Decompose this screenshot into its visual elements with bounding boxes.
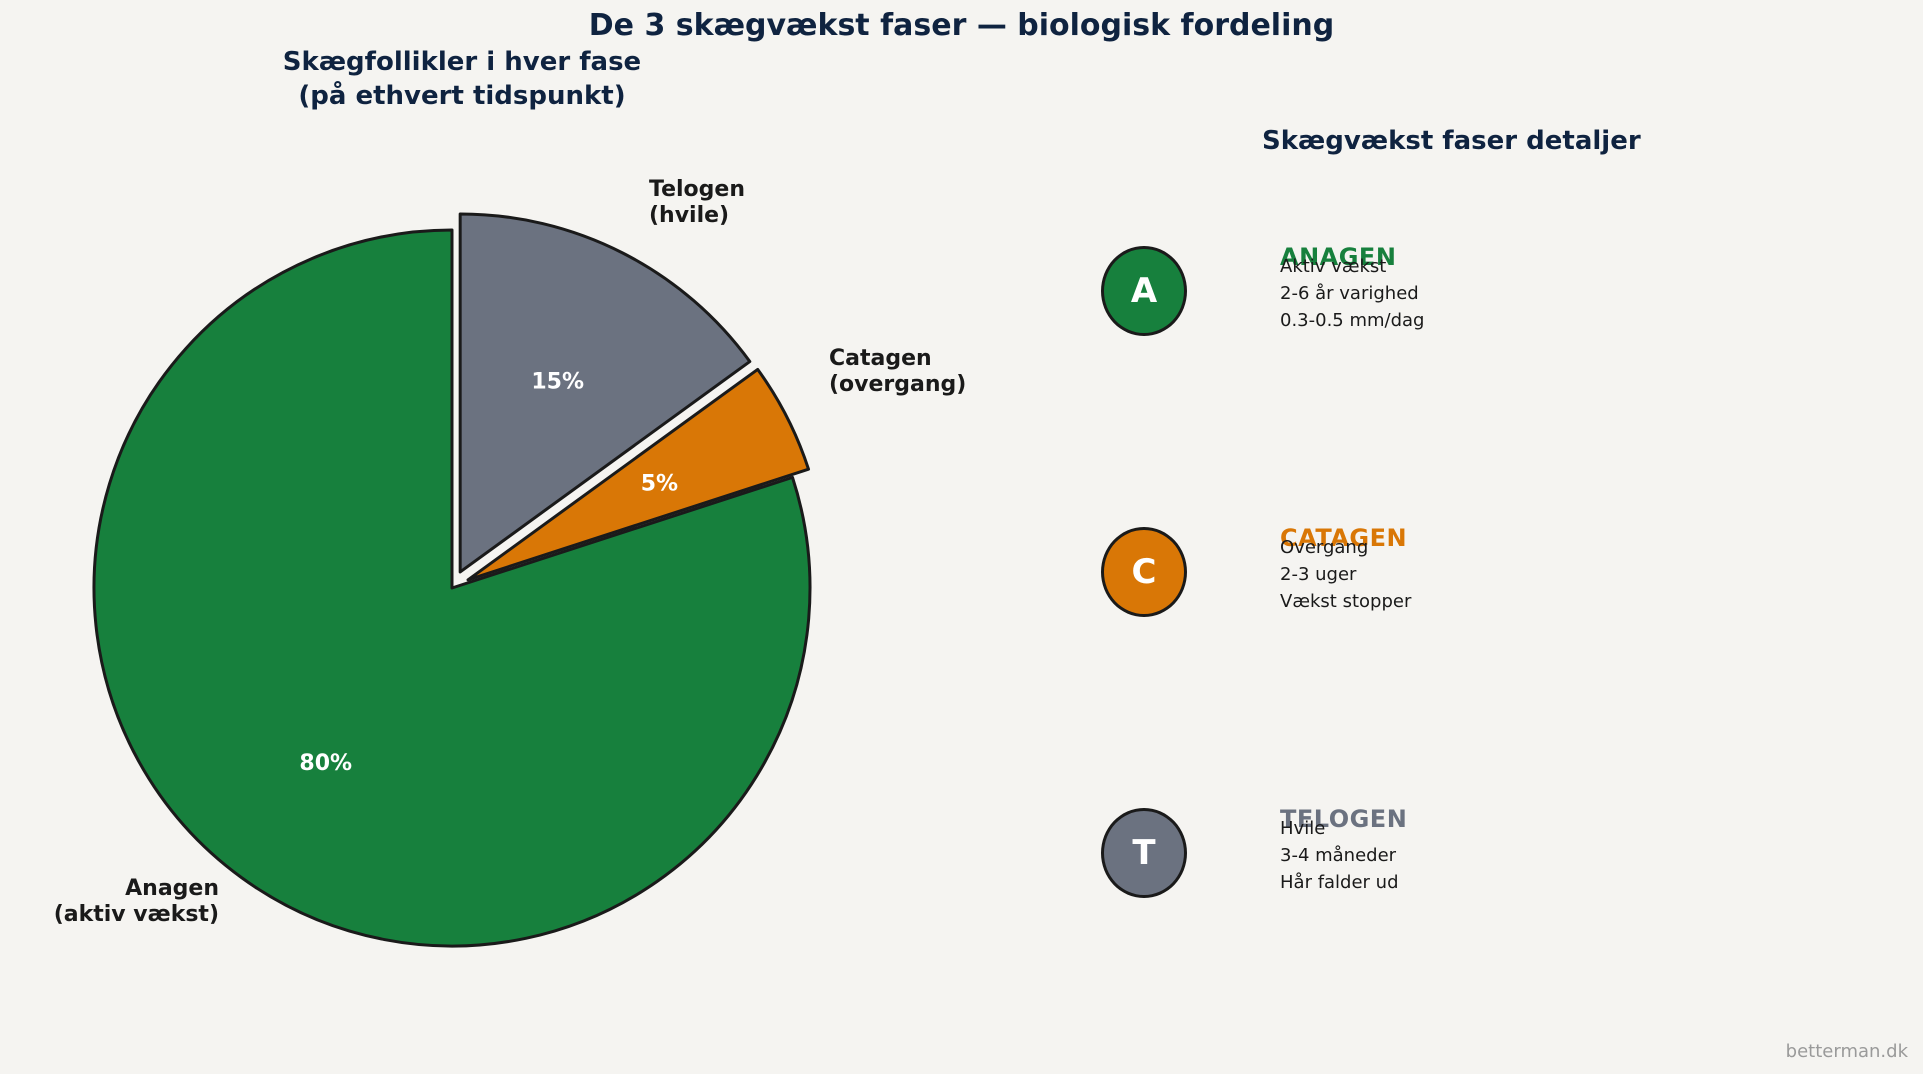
phase-name-catagen: CATAGEN [1280,524,1408,552]
phase-name-anagen: ANAGEN [1280,243,1397,271]
phase-detail-line: Hvile [1280,818,1326,839]
phase-badge-anagen: A [1101,246,1187,336]
watermark: betterman.dk [1785,1041,1908,1062]
phase-detail-line: Hår falder ud [1280,872,1399,893]
phase-detail-line: 2-3 uger [1280,564,1357,585]
chart-title: De 3 skægvækst faser — biologisk fordeli… [588,8,1335,43]
pie-subtitle: Skægfollikler i hver fase (på ethvert tid… [212,45,712,113]
phase-detail-line: Vækst stopper [1280,591,1412,612]
details-title: Skægvækst faser detaljer [1262,126,1641,156]
pie-subtitle-line: (på ethvert tidspunkt) [298,81,626,111]
phase-detail-line: 2-6 år varighed [1280,283,1419,304]
slice-label-anagen: Anagen (aktiv vækst) [54,876,219,927]
slice-label-catagen: Catagen (overgang) [829,346,966,397]
pct-label-telogen: 15% [531,370,584,395]
pie-slice-catagen [466,367,811,582]
phase-badge-catagen: C [1101,527,1187,617]
pie-slice-anagen [92,228,812,948]
phase-name-telogen: TELOGEN [1280,805,1408,833]
phase-detail-line: Overgang [1280,537,1369,558]
phase-detail-line: Aktiv vækst [1280,256,1387,277]
pct-label-anagen: 80% [299,751,352,776]
phase-detail-line: 3-4 måneder [1280,845,1397,866]
pie-subtitle-line: Skægfollikler i hver fase [282,47,642,77]
phase-detail-line: 0.3-0.5 mm/dag [1280,310,1425,331]
pie-slice-telogen [458,212,752,574]
pct-label-catagen: 5% [641,471,678,496]
phase-badge-telogen: T [1101,808,1187,898]
slice-label-telogen: Telogen (hvile) [649,177,745,228]
